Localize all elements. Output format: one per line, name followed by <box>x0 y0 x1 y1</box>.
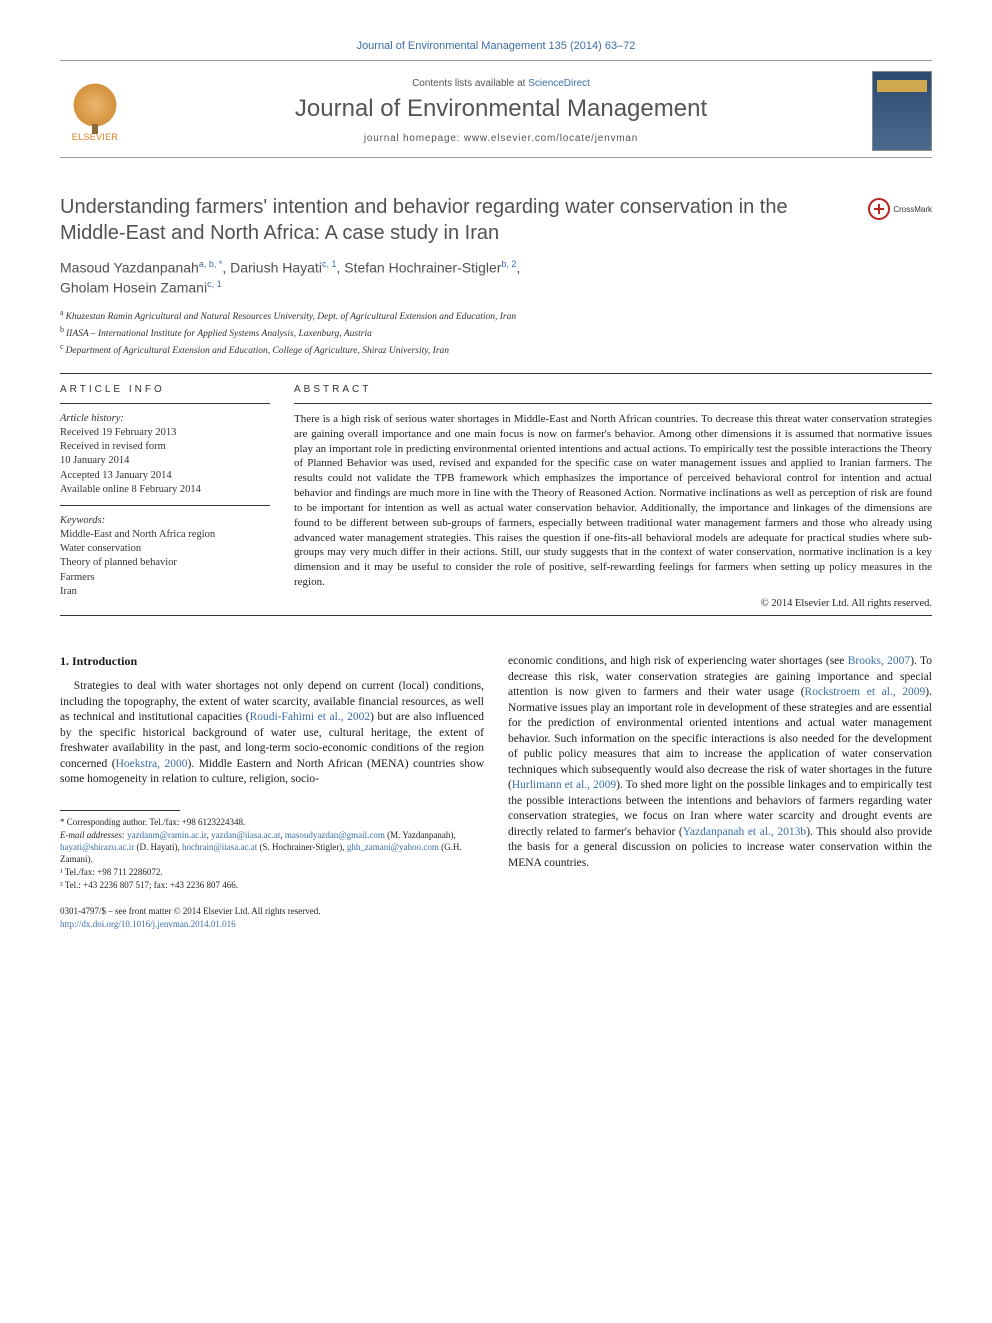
title-block: CrossMark Understanding farmers' intenti… <box>60 194 932 359</box>
homepage-label: journal homepage: <box>364 133 464 144</box>
footnote-emails: E-mail addresses: yazdanm@ramin.ac.ir, y… <box>60 829 484 865</box>
history-received: Received 19 February 2013 <box>60 426 270 440</box>
section-heading: 1. Introduction <box>60 654 484 669</box>
author-paren: (M. Yazdanpanah), <box>385 830 456 840</box>
keywords-block: Keywords: Middle-East and North Africa r… <box>60 514 270 599</box>
history-revised-date: 10 January 2014 <box>60 454 270 468</box>
email-link[interactable]: yazdanm@ramin.ac.ir <box>127 830 206 840</box>
author-affil-sup: a, b, * <box>199 259 223 269</box>
history-revised: Received in revised form <box>60 440 270 454</box>
page-footer: 0301-4797/$ – see front matter © 2014 El… <box>60 905 484 929</box>
journal-homepage: journal homepage: www.elsevier.com/locat… <box>138 133 864 144</box>
abstract-column: ABSTRACT There is a high risk of serious… <box>294 384 932 609</box>
keyword: Middle-East and North Africa region <box>60 528 270 542</box>
sciencedirect-link[interactable]: ScienceDirect <box>528 78 590 89</box>
footnotes-divider <box>60 810 180 811</box>
history-label: Article history: <box>60 412 270 426</box>
history-online: Available online 8 February 2014 <box>60 483 270 497</box>
article-info-heading: ARTICLE INFO <box>60 384 270 395</box>
homepage-url[interactable]: www.elsevier.com/locate/jenvman <box>464 133 638 144</box>
masthead-center: Contents lists available at ScienceDirec… <box>130 78 872 144</box>
keyword: Iran <box>60 585 270 599</box>
contents-prefix: Contents lists available at <box>412 78 528 89</box>
abstract-text: There is a high risk of serious water sh… <box>294 412 932 590</box>
publisher-logo: ELSEVIER <box>60 80 130 142</box>
abstract-heading: ABSTRACT <box>294 384 932 395</box>
author-sep: , <box>516 260 520 276</box>
issn-line: 0301-4797/$ – see front matter © 2014 El… <box>60 905 484 917</box>
history-accepted: Accepted 13 January 2014 <box>60 469 270 483</box>
author-name: Gholam Hosein Zamani <box>60 280 207 296</box>
journal-cover-thumbnail <box>872 71 932 151</box>
email-link[interactable]: hayati@shirazu.ac.ir <box>60 842 134 852</box>
body-paragraph: Strategies to deal with water shortages … <box>60 679 484 788</box>
footnote-tel: ¹ Tel./fax: +98 711 2286072. <box>60 866 484 878</box>
body-column-right: economic conditions, and high risk of ex… <box>508 654 932 930</box>
email-link[interactable]: ghh_zamani@yahoo.com <box>347 842 439 852</box>
email-link[interactable]: yazdan@iiasa.ac.at <box>211 830 280 840</box>
divider <box>60 615 932 616</box>
body-paragraph: economic conditions, and high risk of ex… <box>508 654 932 871</box>
doi-link[interactable]: http://dx.doi.org/10.1016/j.jenvman.2014… <box>60 919 236 929</box>
author-paren: (S. Hochrainer-Stigler), <box>257 842 347 852</box>
author-affil-sup: b, 2 <box>501 259 516 269</box>
contents-available: Contents lists available at ScienceDirec… <box>138 78 864 89</box>
footnote-tel: ² Tel.: +43 2236 807 517; fax: +43 2236 … <box>60 879 484 891</box>
email-link[interactable]: hochrain@iiasa.ac.at <box>182 842 257 852</box>
masthead: ELSEVIER Contents lists available at Sci… <box>60 61 932 158</box>
author-affil-sup: c, 1 <box>207 279 222 289</box>
body-columns: 1. Introduction Strategies to deal with … <box>60 654 932 930</box>
author-paren: (D. Hayati), <box>134 842 182 852</box>
divider <box>60 505 270 506</box>
keywords-label: Keywords: <box>60 514 270 528</box>
affiliation: cDepartment of Agricultural Extension an… <box>60 341 932 358</box>
keyword: Water conservation <box>60 542 270 556</box>
article-title: Understanding farmers' intention and beh… <box>60 194 932 246</box>
journal-name: Journal of Environmental Management <box>138 95 864 123</box>
affiliations: aKhuzestan Ramin Agricultural and Natura… <box>60 307 932 359</box>
article-history: Article history: Received 19 February 20… <box>60 412 270 497</box>
footnote-corresponding: * Corresponding author. Tel./fax: +98 61… <box>60 816 484 828</box>
author-name: Masoud Yazdanpanah <box>60 260 199 276</box>
divider <box>60 373 932 374</box>
author-name: , Stefan Hochrainer-Stigler <box>336 260 501 276</box>
divider <box>60 403 270 404</box>
affiliation: aKhuzestan Ramin Agricultural and Natura… <box>60 307 932 324</box>
footnotes: * Corresponding author. Tel./fax: +98 61… <box>60 816 484 892</box>
author-affil-sup: c, 1 <box>322 259 337 269</box>
email-link[interactable]: masoudyazdan@gmail.com <box>285 830 385 840</box>
affiliation: bIIASA – International Institute for App… <box>60 324 932 341</box>
crossmark-label: CrossMark <box>893 205 932 214</box>
author-name: , Dariush Hayati <box>222 260 322 276</box>
article-info-column: ARTICLE INFO Article history: Received 1… <box>60 384 270 609</box>
crossmark-badge[interactable]: CrossMark <box>868 198 932 220</box>
paper-page: Journal of Environmental Management 135 … <box>0 0 992 960</box>
crossmark-icon <box>868 198 890 220</box>
keyword: Farmers <box>60 571 270 585</box>
authors-list: Masoud Yazdanpanaha, b, *, Dariush Hayat… <box>60 258 932 299</box>
keyword: Theory of planned behavior <box>60 556 270 570</box>
divider <box>294 403 932 404</box>
email-label: E-mail addresses: <box>60 830 127 840</box>
elsevier-tree-icon <box>70 80 120 130</box>
body-column-left: 1. Introduction Strategies to deal with … <box>60 654 484 930</box>
info-abstract-row: ARTICLE INFO Article history: Received 1… <box>60 384 932 609</box>
running-header: Journal of Environmental Management 135 … <box>60 40 932 52</box>
abstract-copyright: © 2014 Elsevier Ltd. All rights reserved… <box>294 598 932 609</box>
